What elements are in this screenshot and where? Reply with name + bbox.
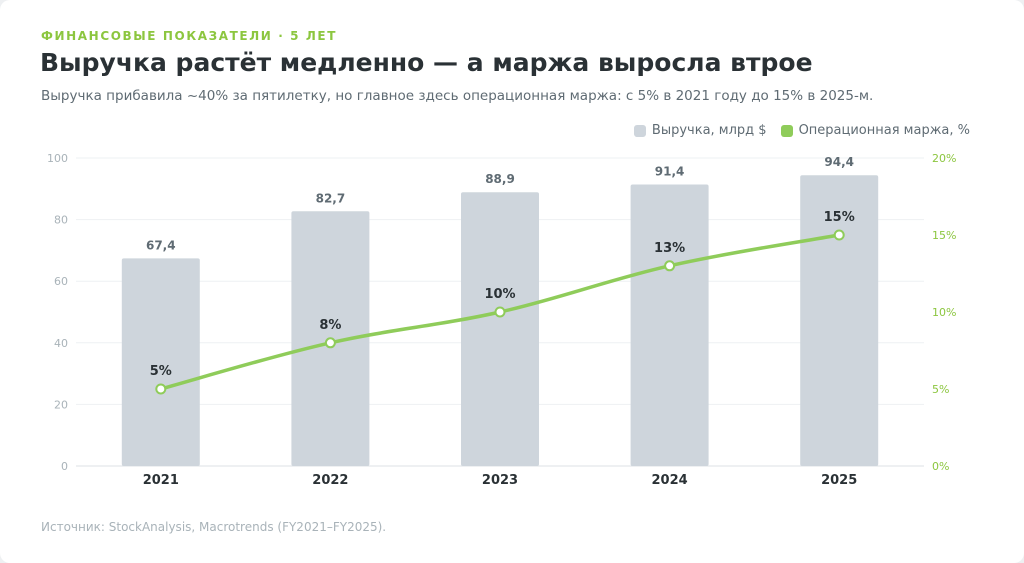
margin-point-label: 10%: [484, 287, 515, 302]
margin-point-label: 15%: [824, 210, 855, 225]
y-left-tick-label: 40: [54, 337, 68, 350]
margin-point-label: 8%: [319, 318, 341, 333]
y-right-tick-label: 10%: [932, 306, 956, 319]
revenue-bar: [121, 258, 200, 466]
source-note: Источник: StockAnalysis, Macrotrends (FY…: [41, 520, 387, 534]
legend-label-revenue: Выручка, млрд $: [651, 123, 767, 138]
chart-title: Выручка растёт медленно — а маржа выросл…: [40, 48, 813, 77]
revenue-bar-label: 94,4: [824, 155, 854, 169]
revenue-bar-label: 67,4: [146, 238, 176, 252]
legend-swatch-margin: [780, 124, 793, 137]
y-right-tick-label: 5%: [932, 383, 949, 396]
y-right-tick-label: 20%: [932, 152, 956, 165]
revenue-bar: [800, 175, 879, 467]
y-right-tick-label: 0%: [932, 460, 949, 473]
x-category-label: 2023: [482, 473, 518, 488]
eyebrow: ФИНАНСОВЫЕ ПОКАЗАТЕЛИ · 5 ЛЕТ: [41, 29, 338, 43]
margin-point-label: 13%: [654, 241, 685, 256]
legend-item-margin: Операционная маржа, %: [780, 123, 970, 138]
margin-point: [324, 337, 336, 349]
legend-label-margin: Операционная маржа, %: [798, 123, 970, 138]
y-left-tick-label: 0: [61, 460, 68, 473]
revenue-bar: [630, 184, 709, 466]
legend-item-revenue: Выручка, млрд $: [633, 123, 767, 138]
y-left-tick-label: 80: [54, 214, 68, 227]
chart-subtitle: Выручка прибавила ~40% за пятилетку, но …: [41, 88, 874, 104]
x-category-label: 2022: [312, 473, 348, 488]
margin-point-label: 5%: [150, 364, 172, 379]
margin-point: [833, 229, 845, 241]
revenue-bar: [461, 192, 539, 467]
y-right-tick-label: 15%: [932, 229, 956, 242]
x-category-label: 2024: [652, 473, 688, 488]
revenue-bar-label: 88,9: [485, 172, 515, 186]
margin-point: [155, 383, 167, 395]
y-left-tick-label: 20: [54, 398, 68, 411]
y-left-tick-label: 100: [47, 152, 68, 165]
legend-swatch-revenue: [633, 124, 646, 137]
revenue-bar-label: 82,7: [316, 191, 346, 205]
x-category-label: 2025: [821, 473, 857, 488]
margin-point: [494, 306, 506, 318]
y-left-tick-label: 60: [54, 275, 68, 288]
x-category-label: 2021: [143, 473, 179, 488]
margin-point: [664, 260, 676, 272]
legend: Выручка, млрд $ Операционная маржа, %: [633, 123, 970, 138]
revenue-bar-label: 91,4: [655, 164, 685, 178]
